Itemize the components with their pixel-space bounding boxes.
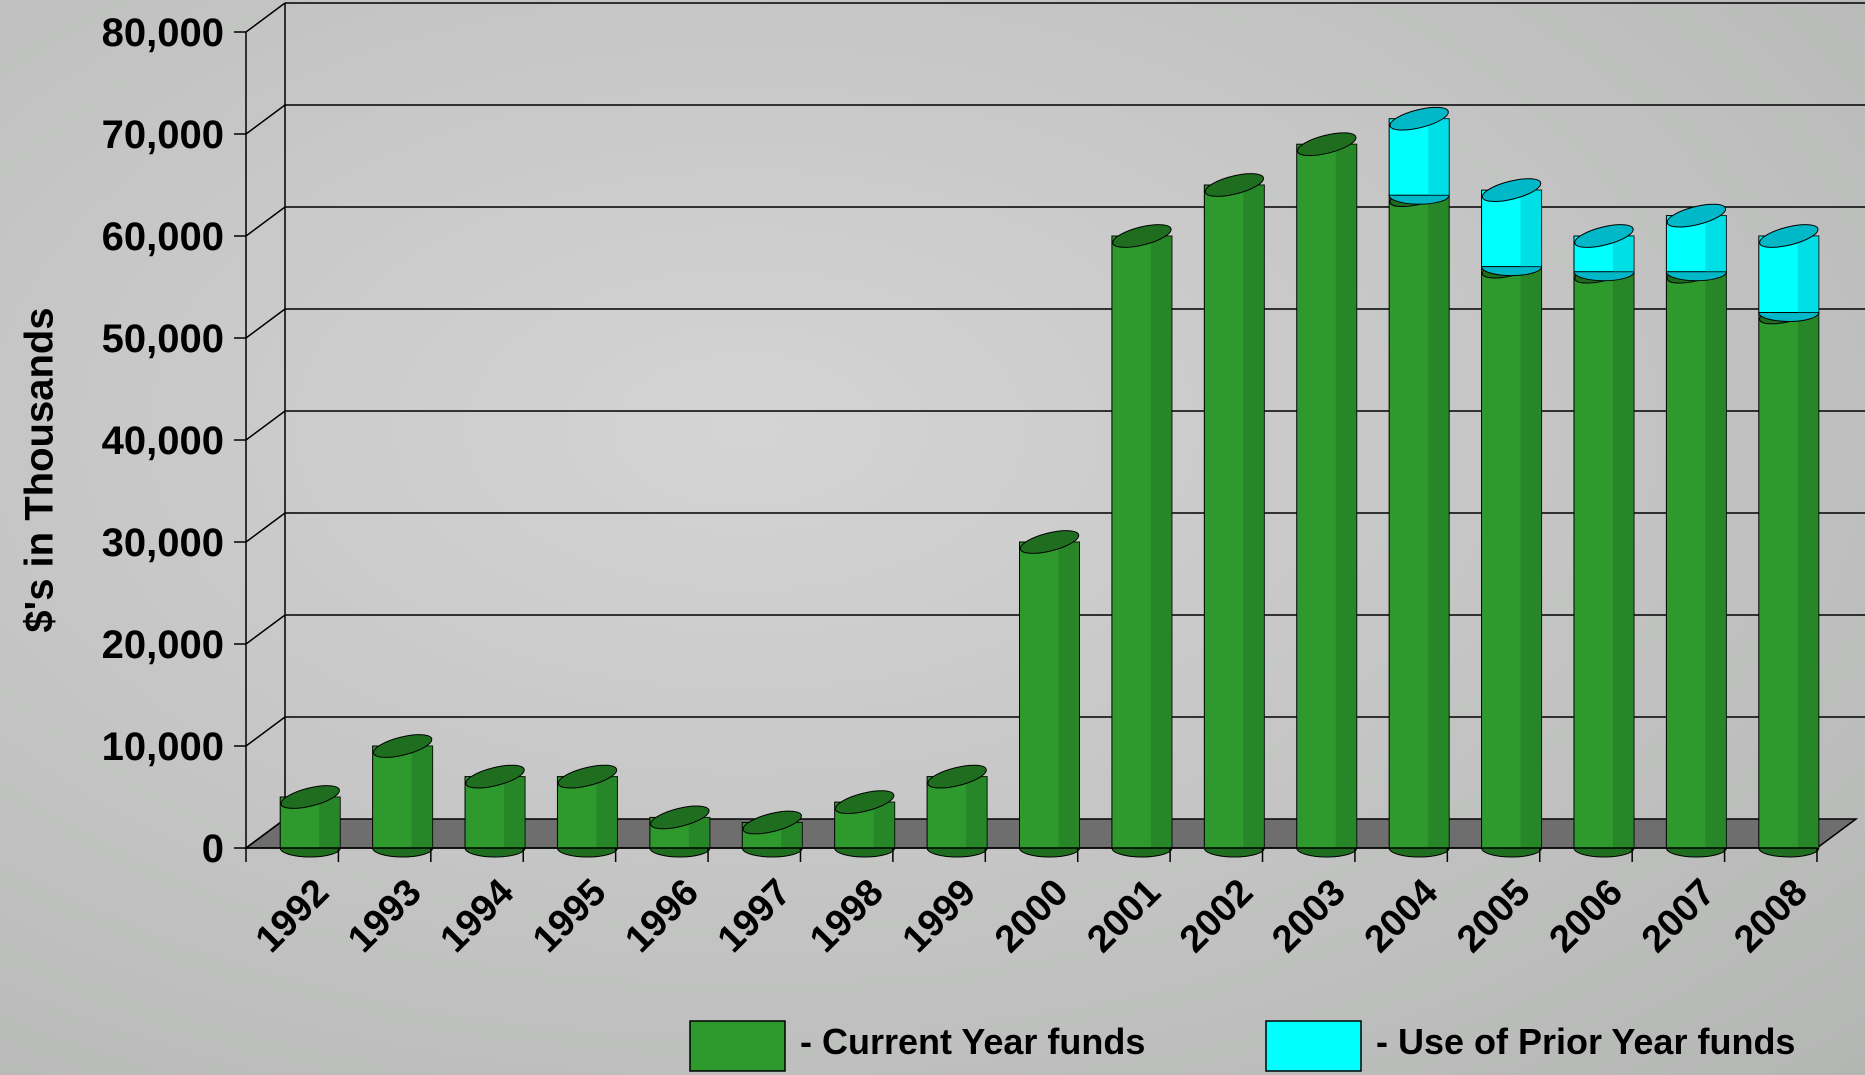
x-tick-label: 1998	[802, 871, 891, 960]
bar-shade	[596, 777, 617, 848]
bar-segment	[833, 786, 896, 857]
legend-swatch	[1266, 1021, 1361, 1071]
bar-segment	[1665, 256, 1728, 857]
bar-segment	[1573, 256, 1636, 857]
x-tick-label: 1997	[710, 871, 799, 960]
bar-segment	[371, 730, 434, 857]
bar-segment	[1388, 179, 1451, 857]
x-tick-label: 1995	[525, 871, 614, 960]
bar-segment	[1480, 174, 1543, 275]
legend-label: - Current Year funds	[800, 1021, 1145, 1062]
bar-shade	[504, 777, 525, 848]
bar-segment	[1758, 297, 1821, 857]
x-tick-label: 1993	[340, 871, 429, 960]
bar-segment	[1295, 128, 1358, 857]
wall-diagonal	[246, 207, 285, 236]
legend-label: - Use of Prior Year funds	[1376, 1021, 1795, 1062]
y-tick-label: 40,000	[102, 419, 224, 463]
bar-shade	[1336, 144, 1357, 848]
x-tick-label: 2000	[987, 871, 1076, 960]
bar-segment	[1388, 103, 1451, 204]
bar-shade	[1705, 272, 1726, 848]
bar-segment	[1111, 220, 1174, 857]
y-tick-label: 0	[202, 827, 224, 871]
bar-shade	[1428, 119, 1449, 196]
bar-shade	[319, 797, 340, 848]
x-tick-label: 2005	[1449, 871, 1538, 960]
bar-segment	[926, 761, 989, 857]
x-tick-label: 1992	[248, 871, 337, 960]
bar-shade	[966, 777, 987, 848]
wall-diagonal	[246, 615, 285, 644]
x-tick-label: 2003	[1264, 871, 1353, 960]
bar-segment	[279, 781, 342, 857]
y-tick-label: 60,000	[102, 215, 224, 259]
x-tick-label: 1996	[617, 871, 706, 960]
x-tick-label: 1994	[433, 871, 522, 960]
x-tick-label: 2007	[1634, 871, 1723, 960]
x-tick-label: 2001	[1079, 871, 1168, 960]
legend-swatch	[690, 1021, 785, 1071]
y-tick-label: 10,000	[102, 725, 224, 769]
wall-diagonal	[246, 717, 285, 746]
bar-segment	[1573, 220, 1636, 281]
bar-shade	[874, 802, 895, 848]
bar-shade	[1521, 190, 1542, 267]
x-tick-label: 2004	[1357, 871, 1446, 960]
bar-segment	[741, 807, 804, 857]
bar-shade	[1705, 216, 1726, 272]
bar-shade	[1243, 185, 1264, 848]
bar-segment	[1758, 220, 1821, 321]
bar-shade	[1798, 313, 1819, 849]
bar-segment	[464, 761, 527, 857]
bar-segment	[1665, 200, 1728, 281]
x-tick-label: 1999	[895, 871, 984, 960]
y-tick-label: 20,000	[102, 623, 224, 667]
y-tick-label: 80,000	[102, 11, 224, 55]
bar-shade	[1151, 236, 1172, 848]
wall-diagonal	[246, 513, 285, 542]
y-tick-label: 30,000	[102, 521, 224, 565]
x-tick-label: 2002	[1172, 871, 1261, 960]
wall-diagonal	[246, 3, 285, 32]
bar-segment	[1018, 526, 1081, 857]
x-tick-label: 2008	[1726, 871, 1815, 960]
y-axis-title: $'s in Thousands	[18, 307, 62, 632]
chart: $'s in Thousands 0 10,000 20,000 30,000 40,0…	[0, 0, 1865, 1075]
x-tick-label: 2006	[1542, 871, 1631, 960]
bar-shade	[1428, 195, 1449, 848]
bar-segment	[556, 761, 619, 857]
wall-diagonal	[246, 411, 285, 440]
bar-shade	[1521, 267, 1542, 848]
y-tick-label: 70,000	[102, 113, 224, 157]
wall-diagonal	[246, 105, 285, 134]
wall-diagonal	[246, 309, 285, 338]
bar-shade	[1613, 272, 1634, 848]
bar-shade	[1059, 542, 1080, 848]
bar-segment	[1480, 251, 1543, 857]
y-tick-label: 50,000	[102, 317, 224, 361]
bar-segment	[1203, 169, 1266, 857]
bar-shade	[1798, 236, 1819, 313]
bar-shade	[412, 746, 433, 848]
